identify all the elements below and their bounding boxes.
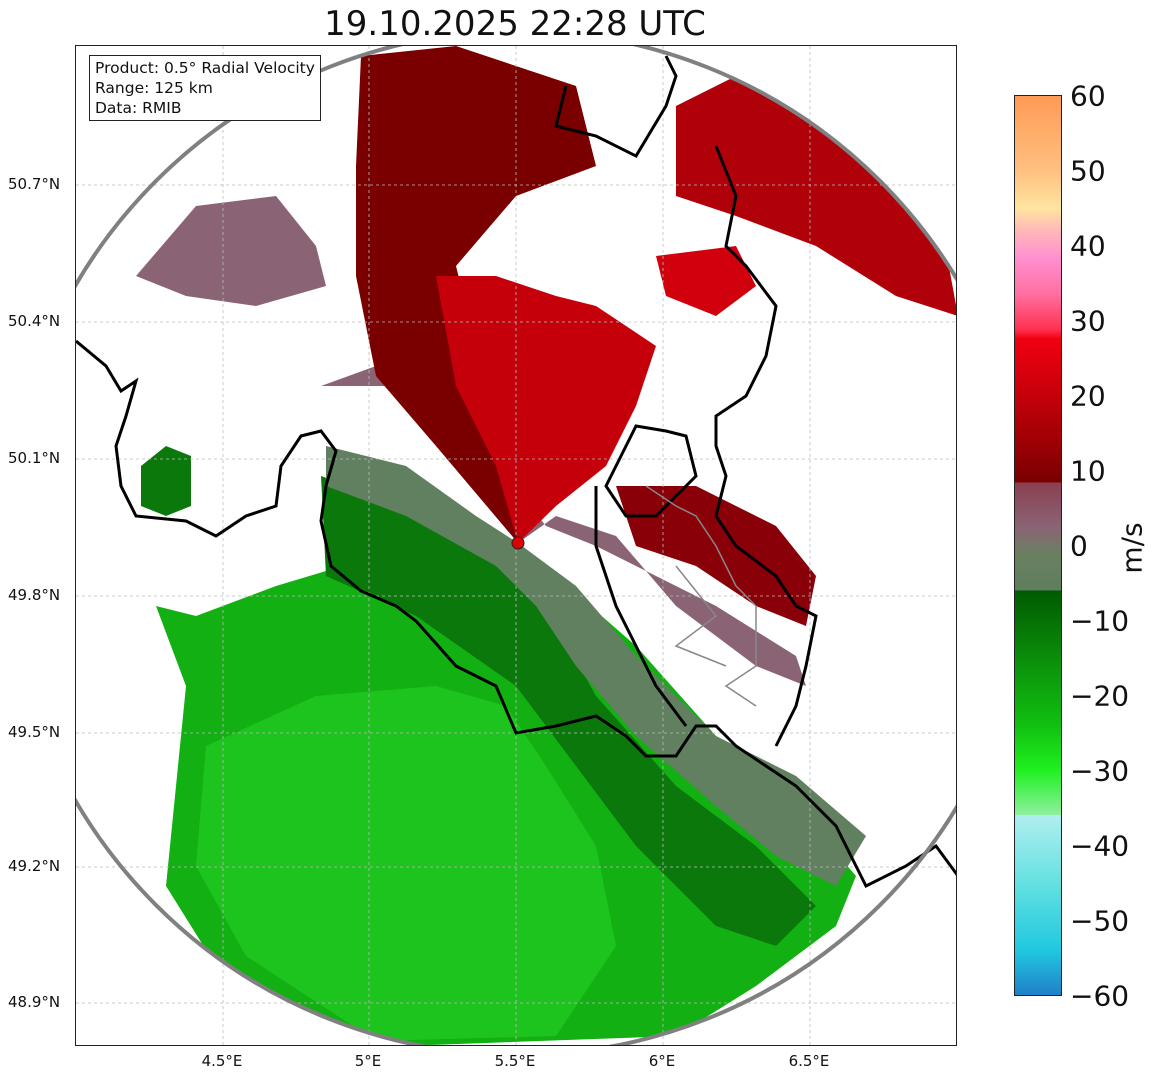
lon-label: 4.5°E [201,1052,243,1070]
velocity-area-receding-dark [356,46,596,543]
lat-label: 48.9°N [8,993,61,1011]
velocity-area-receding-east [616,486,816,626]
colorbar-tick: −20 [1070,679,1130,713]
radar-site-marker[interactable] [511,536,525,550]
lon-label: 6°E [648,1052,676,1070]
colorbar-tick: −40 [1070,829,1130,863]
colorbar-tick: 40 [1070,229,1106,263]
colorbar-tick: −60 [1070,979,1130,1013]
lat-label: 50.4°N [8,312,61,330]
lon-label: 6.5°E [788,1052,830,1070]
velocity-area-receding-red-patch [656,246,756,316]
velocity-area-receding [436,276,656,543]
country-borders [76,55,956,889]
radar-map[interactable]: Product: 0.5° Radial Velocity Range: 125… [75,45,957,1046]
colorbar-tick: 20 [1070,379,1106,413]
lat-label: 50.1°N [8,449,61,467]
velocity-area-approaching-dark [321,476,816,946]
info-data-source: Data: RMIB [95,99,182,117]
colorbar-tick: 10 [1070,454,1106,488]
colorbar-tick: 60 [1070,79,1106,113]
info-range: Range: 125 km [95,79,213,97]
velocity-area-approaching-west [141,446,191,516]
colorbar-tick: −10 [1070,604,1130,638]
lat-label: 49.5°N [8,723,61,741]
region-borders [645,485,757,707]
lat-label: 49.2°N [8,857,61,875]
velocity-area-approaching-light [196,686,616,1041]
lat-label: 49.8°N [8,586,61,604]
colorbar-tick: 30 [1070,304,1106,338]
colorbar-tick: 50 [1070,154,1106,188]
product-info-box: Product: 0.5° Radial Velocity Range: 125… [89,55,321,121]
lon-label: 5.5°E [494,1052,536,1070]
colorbar-label: m/s [1115,522,1149,574]
colorbar-tick: −50 [1070,904,1130,938]
lon-label: 5°E [354,1052,382,1070]
velocity-area-near-zero-pos [321,366,806,686]
info-product: Product: 0.5° Radial Velocity [95,59,315,77]
lat-label: 50.7°N [8,175,61,193]
colorbar-tick: 0 [1070,529,1088,563]
radar-velocity-layer [76,46,956,1045]
map-title: 19.10.2025 22:28 UTC [324,4,706,44]
velocity-area-near-zero-neg [326,446,866,886]
velocity-area-near-zero-pos-west [136,196,326,306]
velocity-colorbar [1014,95,1062,996]
velocity-area-receding-ne [676,76,956,316]
colorbar-tick: −30 [1070,754,1130,788]
